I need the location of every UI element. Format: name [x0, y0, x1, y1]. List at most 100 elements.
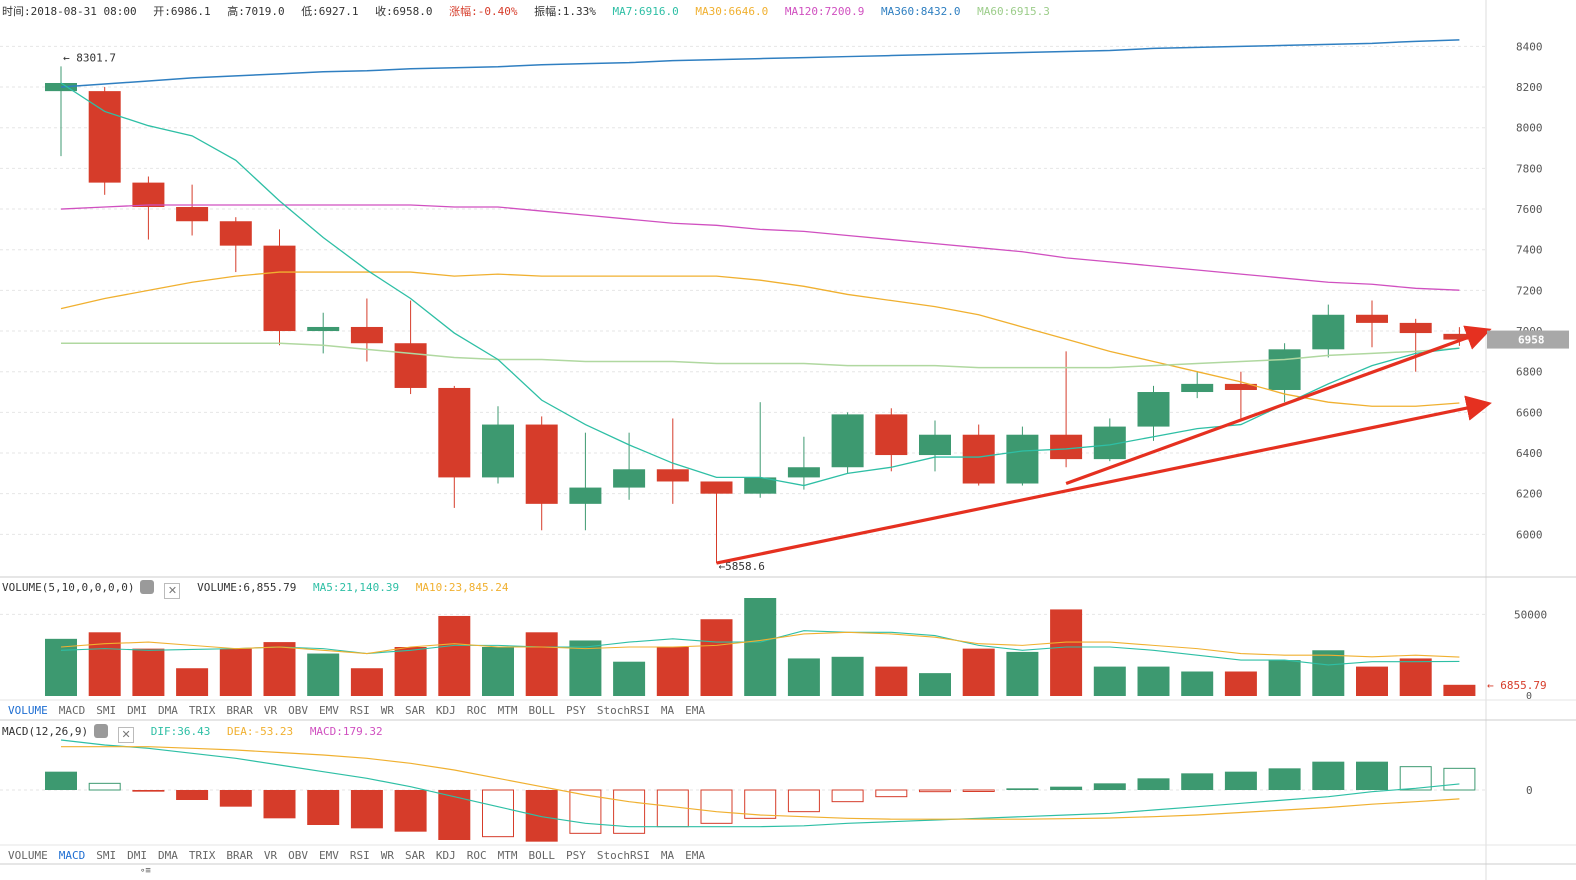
- indicator-tab-roc[interactable]: ROC: [466, 849, 487, 862]
- indicator-tab-boll[interactable]: BOLL: [528, 704, 556, 717]
- macd-bar: [132, 790, 165, 792]
- candle-body: [176, 207, 209, 222]
- indicator-tab-kdj[interactable]: KDJ: [435, 704, 456, 717]
- candle-body: [656, 469, 689, 482]
- ma30-label: MA30:6646.0: [695, 5, 769, 18]
- indicator-tab-kdj[interactable]: KDJ: [435, 849, 456, 862]
- indicator-tab-smi[interactable]: SMI: [96, 704, 117, 717]
- candle-body: [307, 326, 340, 332]
- indicator-tab-emv[interactable]: EMV: [319, 849, 339, 862]
- close-label: 收:6958.0: [375, 5, 433, 18]
- indicator-tab-brar[interactable]: BRAR: [226, 704, 253, 717]
- indicator-tab-dma[interactable]: DMA: [158, 704, 178, 717]
- bottom-menu-icon[interactable]: ∘≡: [140, 866, 151, 876]
- indicator-tab-stochrsi[interactable]: StochRSI: [596, 849, 650, 862]
- y-tick-label: 8000: [1516, 122, 1543, 135]
- macd-value: MACD:179.32: [309, 725, 383, 738]
- indicator-tab-smi[interactable]: SMI: [96, 849, 117, 862]
- open-label: 开:6986.1: [153, 5, 211, 18]
- candle-body: [1006, 434, 1039, 484]
- ma360-label: MA360:8432.0: [880, 5, 961, 18]
- indicator-tab-volume[interactable]: VOLUME: [8, 849, 48, 862]
- candle-body: [1443, 333, 1476, 340]
- indicator-tab-wr[interactable]: WR: [380, 849, 394, 862]
- indicator-tab-boll[interactable]: BOLL: [528, 849, 556, 862]
- ma60-line: [61, 342, 1460, 369]
- candle-body: [1050, 434, 1083, 460]
- indicator-tabs-volume: VOLUME MACD SMI DMI DMA TRIX BRAR VR OBV EMV RSI WR…: [8, 704, 716, 717]
- high-annotation: ← 8301.7: [63, 51, 116, 64]
- macd-bar: [831, 789, 864, 803]
- indicator-tab-volume[interactable]: VOLUME: [8, 704, 48, 717]
- macd-title: MACD(12,26,9): [2, 725, 89, 738]
- y-tick-label: 7400: [1516, 244, 1543, 257]
- indicator-tab-dmi[interactable]: DMI: [127, 704, 147, 717]
- indicator-tab-macd[interactable]: MACD: [58, 704, 86, 717]
- macd-bar: [219, 790, 252, 807]
- volume-bar: [1181, 671, 1214, 696]
- indicator-tab-psy[interactable]: PSY: [566, 849, 586, 862]
- volume-bar: [1224, 671, 1257, 696]
- indicator-tab-macd[interactable]: MACD: [58, 849, 86, 862]
- y-tick-label: 7800: [1516, 162, 1543, 175]
- candle-body: [394, 343, 427, 388]
- indicator-tab-trix[interactable]: TRIX: [188, 704, 216, 717]
- volume-bar: [1356, 666, 1388, 696]
- indicator-tab-mtm[interactable]: MTM: [497, 849, 518, 862]
- indicator-tab-sar[interactable]: SAR: [405, 849, 425, 862]
- macd-bar: [438, 790, 471, 840]
- candle-body: [1312, 314, 1345, 350]
- volume-bar: [744, 598, 777, 696]
- indicator-tab-psy[interactable]: PSY: [566, 704, 586, 717]
- indicator-tab-wr[interactable]: WR: [380, 704, 394, 717]
- indicator-tab-sar[interactable]: SAR: [405, 704, 425, 717]
- candle-body: [88, 91, 121, 183]
- volume-bar: [700, 619, 733, 696]
- indicator-tab-ma[interactable]: MA: [660, 849, 675, 862]
- indicator-tab-vr[interactable]: VR: [263, 849, 278, 862]
- macd-bar: [88, 782, 121, 791]
- indicator-tab-mtm[interactable]: MTM: [497, 704, 518, 717]
- volume-bar: [219, 648, 252, 696]
- candle-body: [962, 434, 995, 484]
- indicator-tab-ma[interactable]: MA: [660, 704, 675, 717]
- volume-ma10: MA10:23,845.24: [415, 581, 509, 594]
- macd-close-icon[interactable]: ✕: [118, 727, 135, 743]
- indicator-tab-ema[interactable]: EMA: [685, 704, 705, 717]
- indicator-tab-ema[interactable]: EMA: [685, 849, 705, 862]
- macd-bar: [1399, 766, 1432, 791]
- indicator-tab-emv[interactable]: EMV: [319, 704, 339, 717]
- indicator-tab-roc[interactable]: ROC: [466, 704, 487, 717]
- volume-bar: [787, 658, 820, 696]
- indicator-tab-brar[interactable]: BRAR: [226, 849, 253, 862]
- indicator-tab-dma[interactable]: DMA: [158, 849, 178, 862]
- macd-zero-label: 0: [1526, 784, 1533, 797]
- indicator-tab-dmi[interactable]: DMI: [127, 849, 147, 862]
- candle-body: [1268, 349, 1301, 390]
- volume-bar: [1006, 651, 1039, 696]
- volume-close-icon[interactable]: ✕: [164, 583, 181, 599]
- indicator-tab-stochrsi[interactable]: StochRSI: [596, 704, 650, 717]
- y-tick-label: 6800: [1516, 366, 1543, 379]
- macd-bar: [569, 789, 602, 834]
- ma360-line: [60, 39, 1460, 88]
- volume-info-row: VOLUME(5,10,0,0,0,0) ✕ VOLUME:6,855.79 MA…: [2, 580, 518, 599]
- indicator-tab-rsi[interactable]: RSI: [349, 704, 370, 717]
- last-price-tag-bg: [1487, 330, 1569, 349]
- amplitude-label: 振幅:1.33%: [534, 5, 596, 18]
- indicator-tab-rsi[interactable]: RSI: [349, 849, 370, 862]
- indicator-tab-vr[interactable]: VR: [263, 704, 278, 717]
- macd-dif-line: [60, 739, 1460, 828]
- volume-bar: [176, 668, 209, 696]
- indicator-tab-obv[interactable]: OBV: [288, 704, 308, 717]
- volume-bar: [132, 648, 165, 696]
- macd-settings-gear-icon[interactable]: [94, 724, 109, 738]
- candle-body: [613, 469, 646, 488]
- volume-zero-label: 0: [1526, 691, 1532, 702]
- indicator-tab-trix[interactable]: TRIX: [188, 849, 216, 862]
- volume-settings-gear-icon[interactable]: [140, 580, 155, 594]
- change-text: 涨幅:-0.40%: [449, 5, 518, 18]
- indicator-tab-obv[interactable]: OBV: [288, 849, 308, 862]
- macd-bar: [482, 789, 514, 838]
